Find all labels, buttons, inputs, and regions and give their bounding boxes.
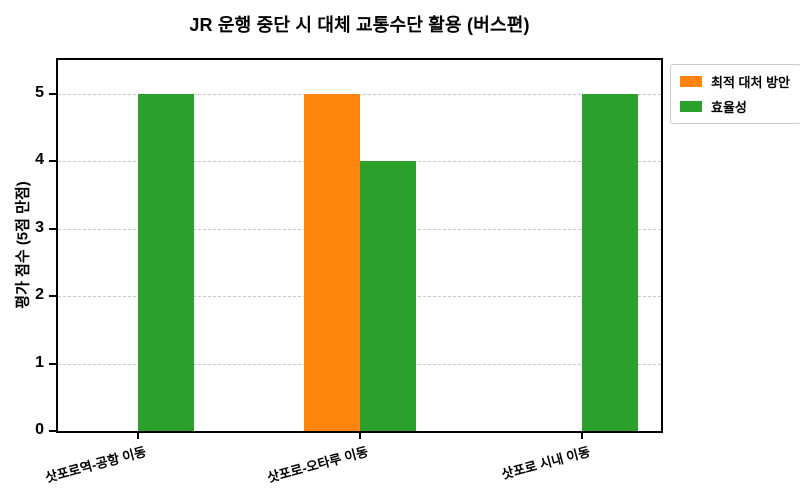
y-tick-mark-0 xyxy=(49,430,56,432)
legend-label-1: 효율성 xyxy=(711,100,747,115)
x-tick-mark-2 xyxy=(581,433,583,439)
y-tick-label-2: 2 xyxy=(35,286,44,304)
y-tick-label-3: 3 xyxy=(35,218,44,236)
y-tick-mark-5 xyxy=(49,92,56,95)
y-tick-mark-3 xyxy=(49,227,56,230)
y-tick-mark-2 xyxy=(49,295,56,298)
legend-label-0: 최적 대처 방안 xyxy=(711,75,790,90)
bar-series1-category0 xyxy=(138,93,195,431)
legend-item-1: 효율성 xyxy=(680,97,790,116)
y-tick-label-5: 5 xyxy=(35,83,44,101)
x-tick-mark-0 xyxy=(137,433,140,439)
y-tick-label-4: 4 xyxy=(35,151,44,169)
bar-series1-category2 xyxy=(582,93,638,431)
legend-item-0: 최적 대처 방안 xyxy=(680,72,790,91)
x-tick-mark-1 xyxy=(359,433,362,439)
bar-series0-category1 xyxy=(304,93,361,431)
x-tick-label-0: 삿포로역-공항 이동 xyxy=(43,443,148,486)
y-tick-label-0: 0 xyxy=(35,421,44,438)
x-tick-label-2: 삿포로 시내 이동 xyxy=(499,443,592,482)
y-tick-mark-1 xyxy=(49,362,56,365)
x-tick-label-1: 삿포로-오타루 이동 xyxy=(265,443,370,486)
plot-area xyxy=(56,58,663,433)
y-tick-label-1: 1 xyxy=(35,353,44,371)
y-tick-mark-4 xyxy=(49,160,56,163)
chart-title: JR 운행 중단 시 대체 교통수단 활용 (버스편) xyxy=(189,15,530,35)
bar-series1-category1 xyxy=(360,161,417,431)
legend-swatch-icon xyxy=(680,101,702,112)
legend-swatch-icon xyxy=(680,76,702,87)
